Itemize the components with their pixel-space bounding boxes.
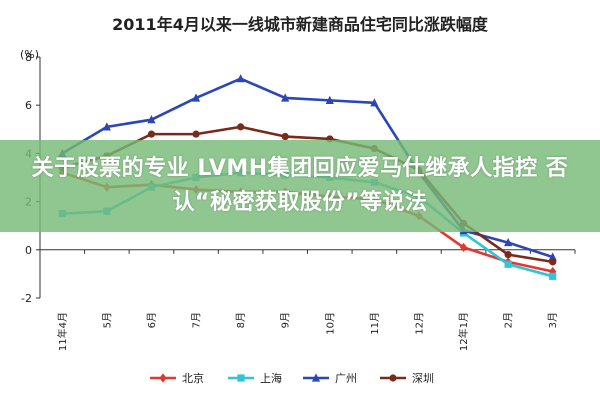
legend-item: 北京 (150, 371, 204, 385)
legend-item: 深圳 (380, 372, 434, 385)
headline-banner[interactable]: 关于股票的专业 LVMH集团回应爱马仕继承人指控 否认“秘密获取股份”等说法 (0, 140, 600, 232)
legend-label: 上海 (260, 371, 282, 385)
data-point (370, 98, 379, 107)
data-point (102, 122, 111, 131)
x-tick-label: 6月 (146, 312, 158, 328)
legend-marker (237, 374, 245, 382)
data-point (281, 93, 290, 102)
data-point (147, 115, 156, 124)
x-tick-label: 12年1月 (457, 312, 470, 351)
x-tick-label: 5月 (101, 312, 113, 328)
x-tick-label: 7月 (191, 312, 203, 328)
data-point (325, 95, 334, 104)
data-point (281, 132, 289, 141)
data-point (549, 258, 557, 266)
legend-item: 广州 (303, 372, 357, 385)
data-point (549, 272, 557, 280)
x-tick-label: 11月 (369, 312, 381, 335)
data-point (459, 242, 468, 252)
x-tick-label: 10月 (324, 312, 336, 335)
legend: 北京 上海 广州 深圳 (150, 371, 434, 385)
x-tick-label: 11年4月 (56, 312, 69, 351)
legend-item: 上海 (228, 371, 282, 385)
data-point (504, 251, 512, 259)
x-tick-label: 3月 (547, 312, 559, 328)
y-tick-label: -2 (21, 292, 32, 305)
series-line (61, 77, 554, 259)
legend-label: 广州 (335, 372, 357, 385)
data-point (549, 266, 557, 277)
y-tick-label: 6 (25, 99, 32, 112)
x-tick-label: 12月 (413, 312, 425, 335)
x-tick-label: 8月 (235, 312, 247, 328)
data-point (237, 123, 245, 131)
y-axis-unit: (%) (20, 48, 39, 61)
chart-title: 2011年4月以来一线城市新建商品住宅同比涨跌幅度 (112, 15, 489, 34)
y-tick-label: 0 (25, 244, 32, 257)
data-point (191, 93, 201, 102)
legend-marker (389, 374, 397, 382)
x-tick-label: 2月 (503, 312, 515, 328)
x-tick-label: 9月 (280, 312, 292, 328)
data-point (548, 252, 557, 261)
data-point (236, 74, 245, 83)
data-point (192, 130, 200, 138)
data-point (504, 260, 512, 268)
legend-marker (159, 373, 167, 383)
data-point (147, 130, 156, 138)
legend-marker (311, 373, 321, 382)
y-tick-label: 8 (25, 51, 32, 64)
data-point (504, 237, 513, 247)
legend-label: 北京 (182, 371, 204, 385)
headline-text[interactable]: 关于股票的专业 LVMH集团回应爱马仕继承人指控 否认“秘密获取股份”等说法 (31, 156, 569, 215)
legend-label: 深圳 (412, 372, 434, 385)
